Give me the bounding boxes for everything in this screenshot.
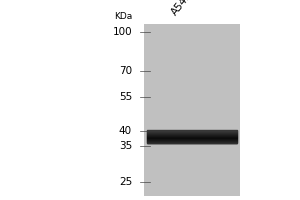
Text: KDa: KDa (114, 12, 132, 21)
Text: A549: A549 (169, 0, 194, 17)
Text: 70: 70 (119, 66, 132, 76)
Text: 35: 35 (119, 141, 132, 151)
Text: 40: 40 (119, 126, 132, 136)
Text: 100: 100 (112, 27, 132, 37)
Text: 55: 55 (119, 92, 132, 102)
Text: 25: 25 (119, 177, 132, 187)
FancyBboxPatch shape (144, 24, 240, 196)
